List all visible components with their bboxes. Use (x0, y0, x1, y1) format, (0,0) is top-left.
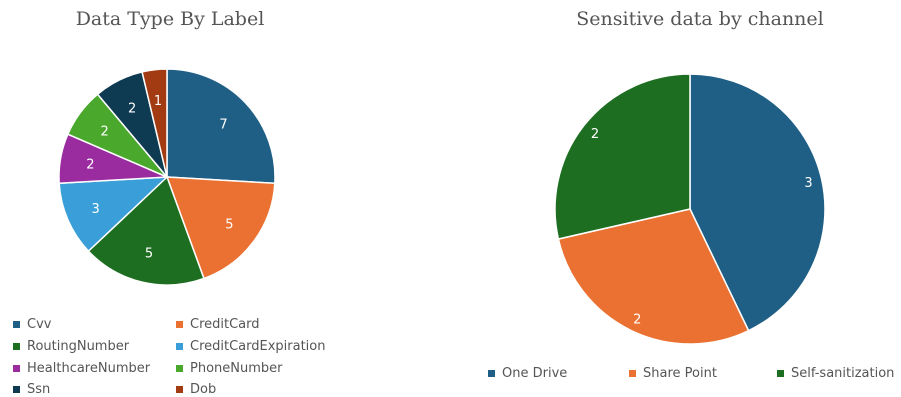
pie-slice-creditcardexpiration (58, 176, 170, 253)
legend-item-creditcardexpiration: CreditCardExpiration (176, 339, 326, 354)
data-label-creditcard: 5 (225, 217, 233, 232)
legend-label: Ssn (27, 382, 51, 397)
data-label-cvv: 7 (219, 118, 227, 133)
legend-label: Share Point (643, 366, 717, 381)
legend-label: RoutingNumber (27, 339, 130, 354)
legend-item-healthcarenumber: HealthcareNumber (13, 361, 150, 376)
legend-item-phonenumber: PhoneNumber (176, 361, 283, 376)
data-label-dob: 1 (154, 94, 162, 109)
legend-item-cvv: Cvv (13, 317, 51, 332)
legend-label: Dob (190, 382, 217, 397)
legend-item-creditcard: CreditCard (176, 317, 260, 332)
legend-item-share-point: Share Point (629, 366, 717, 381)
legend-label: HealthcareNumber (27, 361, 151, 376)
pie-slice-share-point (557, 208, 750, 345)
pie-slice-cvv (166, 68, 276, 185)
legend-item-dob: Dob (176, 382, 216, 397)
pie-slice-routingnumber (87, 175, 205, 286)
data-label-phonenumber: 2 (100, 125, 108, 140)
legend-label: Self-sanitization (791, 366, 895, 381)
legend-label: CreditCard (190, 317, 260, 332)
chart-title-right: Sensitive data by channel (576, 8, 824, 30)
data-label-one-drive: 3 (804, 176, 812, 191)
legend-swatch (176, 321, 183, 328)
legend-item-ssn: Ssn (13, 382, 50, 397)
legend-item-routingnumber: RoutingNumber (13, 339, 129, 354)
legend-swatch (13, 343, 20, 350)
legend-label: Cvv (27, 317, 52, 332)
legend-swatch (176, 343, 183, 350)
pie-slice-one-drive (689, 73, 826, 332)
data-label-healthcarenumber: 2 (86, 157, 94, 172)
legend-label: One Drive (502, 366, 568, 381)
data-label-ssn: 2 (128, 102, 136, 117)
legend-swatch (176, 365, 183, 372)
legend-swatch (777, 370, 784, 377)
data-label-share-point: 2 (633, 312, 641, 327)
legend-swatch (176, 386, 183, 393)
legend-label: PhoneNumber (190, 361, 283, 376)
legend-swatch (629, 370, 636, 377)
chart-title-left: Data Type By Label (75, 8, 265, 30)
legend-item-one-drive: One Drive (488, 366, 567, 381)
legend-label: CreditCardExpiration (190, 339, 326, 354)
data-label-routingnumber: 5 (145, 247, 153, 262)
data-label-self-sanitization: 2 (591, 127, 599, 142)
legend-item-self-sanitization: Self-sanitization (777, 366, 894, 381)
pie-slice-self-sanitization (554, 73, 691, 240)
pie-slice-creditcard (165, 176, 276, 280)
legend-swatch (13, 386, 20, 393)
legend-swatch (13, 365, 20, 372)
pie-slice-dob (141, 68, 168, 178)
legend-swatch (488, 370, 495, 377)
data-label-creditcardexpiration: 3 (91, 202, 99, 217)
legend-swatch (13, 321, 20, 328)
